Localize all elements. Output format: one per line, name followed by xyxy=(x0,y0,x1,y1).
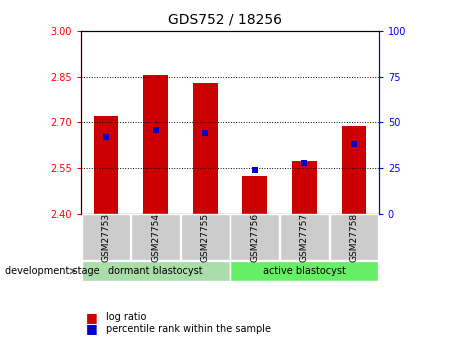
Bar xyxy=(143,75,168,214)
Bar xyxy=(292,160,317,214)
Text: GSM27758: GSM27758 xyxy=(350,213,359,262)
Bar xyxy=(243,176,267,214)
Point xyxy=(202,131,209,136)
Text: GSM27755: GSM27755 xyxy=(201,213,210,262)
Bar xyxy=(230,261,378,281)
Text: dormant blastocyst: dormant blastocyst xyxy=(108,266,203,276)
Bar xyxy=(193,83,217,214)
Bar xyxy=(131,214,180,260)
Text: GSM27753: GSM27753 xyxy=(101,213,110,262)
Point xyxy=(152,127,159,132)
Bar xyxy=(342,126,366,214)
Text: GDS752 / 18256: GDS752 / 18256 xyxy=(169,12,282,26)
Bar xyxy=(230,214,279,260)
Bar xyxy=(330,214,378,260)
Bar xyxy=(82,214,130,260)
Bar xyxy=(181,214,230,260)
Text: active blastocyst: active blastocyst xyxy=(263,266,346,276)
Text: GSM27757: GSM27757 xyxy=(300,213,309,262)
Text: GSM27756: GSM27756 xyxy=(250,213,259,262)
Bar xyxy=(280,214,329,260)
Point xyxy=(102,134,110,140)
FancyArrowPatch shape xyxy=(70,269,74,273)
Point xyxy=(350,142,358,147)
Bar xyxy=(93,116,118,214)
Text: percentile rank within the sample: percentile rank within the sample xyxy=(106,324,271,334)
Text: ■: ■ xyxy=(86,311,97,324)
Point xyxy=(301,160,308,166)
Point xyxy=(251,167,258,173)
Bar xyxy=(82,261,230,281)
Text: ■: ■ xyxy=(86,322,97,335)
Text: log ratio: log ratio xyxy=(106,313,147,322)
Text: GSM27754: GSM27754 xyxy=(151,213,160,262)
Text: development stage: development stage xyxy=(5,266,99,276)
